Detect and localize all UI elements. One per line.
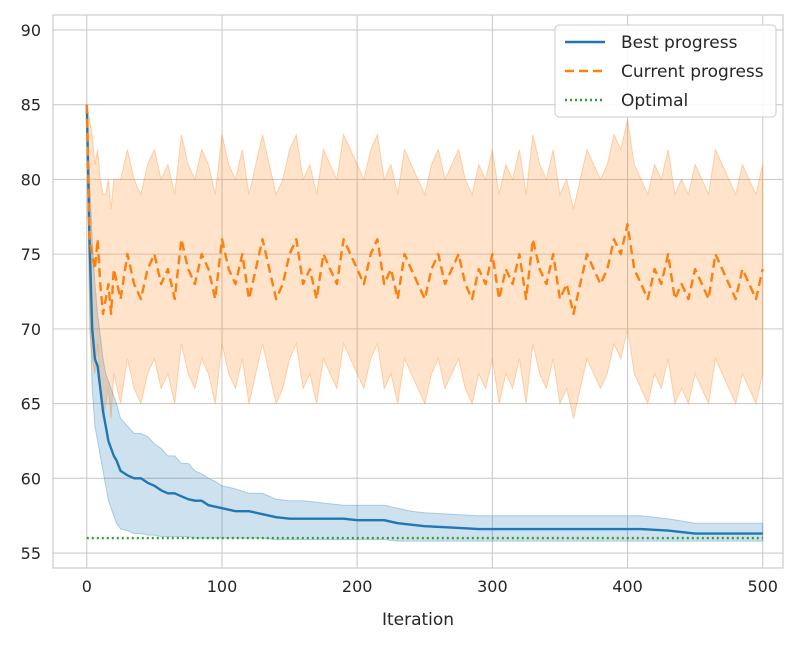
y-tick-label: 90	[21, 21, 41, 40]
series-line-dashed	[85, 104, 764, 316]
band-solid	[86, 104, 764, 542]
y-tick-label: 75	[21, 245, 41, 264]
legend-box	[554, 24, 777, 118]
y-axis-ticks: 55 60 65 70 75 80 85 90	[21, 21, 41, 563]
x-axis-ticks: 0 100 200 300 400 500	[82, 577, 778, 596]
x-tick-label: 100	[207, 577, 238, 596]
gridlines	[53, 15, 783, 568]
x-axis-label: Iteration	[382, 610, 454, 630]
y-tick-label: 60	[21, 469, 41, 488]
y-tick-label: 55	[21, 544, 41, 563]
series-line-solid	[85, 104, 763, 535]
series-lines	[85, 104, 764, 540]
y-tick-label: 65	[21, 395, 41, 414]
x-tick-label: 200	[342, 577, 373, 596]
x-tick-label: 300	[477, 577, 508, 596]
y-tick-label: 70	[21, 320, 41, 339]
legend: Best progress Current progress Optimal	[554, 24, 777, 118]
x-tick-label: 500	[747, 577, 778, 596]
legend-label: Best progress	[621, 33, 738, 53]
legend-label: Optimal	[621, 91, 688, 111]
x-tick-label: 400	[612, 577, 643, 596]
legend-label: Current progress	[621, 62, 764, 82]
y-tick-label: 85	[21, 96, 41, 115]
y-tick-label: 80	[21, 170, 41, 189]
band-dashed	[86, 104, 764, 419]
confidence-bands	[86, 104, 764, 542]
x-tick-label: 0	[82, 577, 92, 596]
plot-frame	[52, 14, 784, 569]
